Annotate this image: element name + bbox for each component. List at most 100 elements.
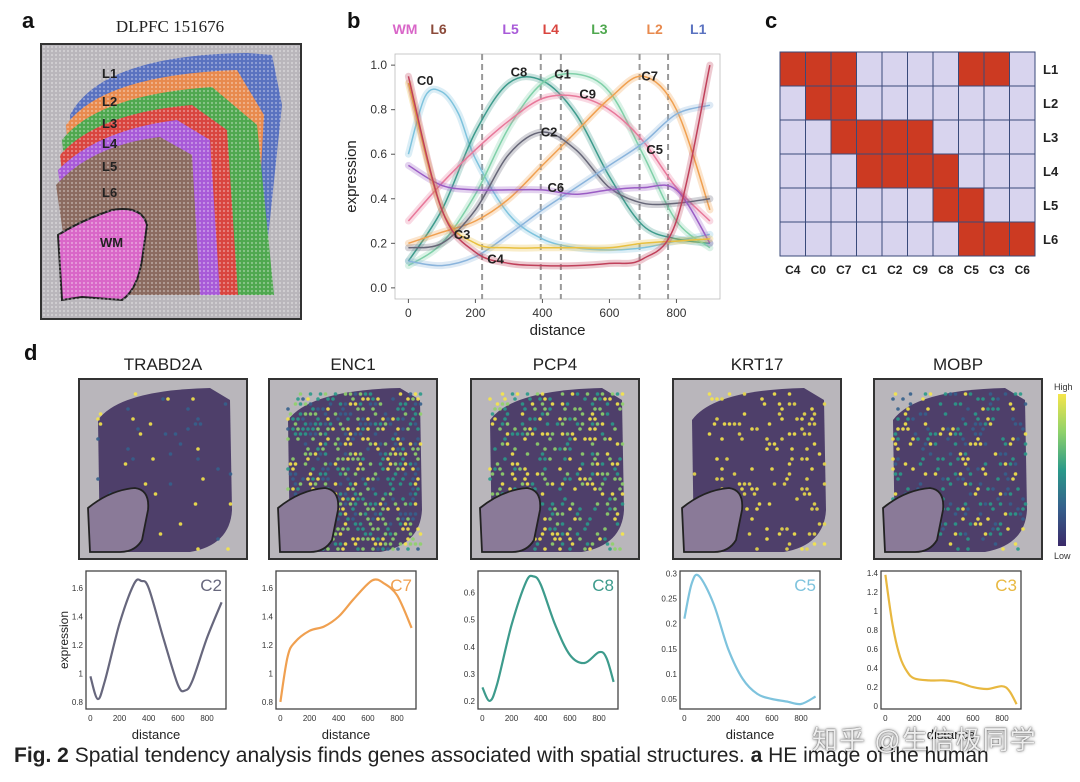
spot (765, 447, 769, 451)
spot (336, 457, 340, 461)
spot (510, 452, 515, 456)
spot (966, 507, 970, 511)
spot (321, 477, 325, 481)
spot (343, 412, 348, 416)
spot (343, 492, 348, 496)
spot (398, 402, 403, 406)
spot (363, 512, 368, 516)
spot (715, 417, 719, 421)
spot (1016, 437, 1020, 441)
spot (720, 437, 724, 441)
spot (805, 487, 809, 491)
spot (1016, 507, 1020, 511)
y-axis-label: expression (343, 140, 360, 213)
spot (366, 507, 370, 511)
spot (386, 547, 390, 551)
caption-rest: HE image of the human (768, 744, 989, 767)
spot (371, 547, 375, 551)
spot (288, 472, 293, 476)
spot (968, 522, 973, 526)
spot (358, 452, 363, 456)
x-tick-label: 800 (390, 714, 404, 723)
spot (543, 457, 547, 461)
spot (921, 447, 925, 451)
y-tick-label: 0.2 (867, 683, 879, 692)
spot (393, 472, 398, 476)
y-tick-label: 1.2 (72, 641, 84, 650)
spot (416, 487, 420, 491)
spot (316, 397, 320, 401)
spot (795, 417, 799, 421)
heatmap-cell (779, 119, 806, 155)
spot (543, 467, 547, 471)
spot (777, 402, 782, 406)
spot (787, 402, 792, 406)
spot (560, 402, 565, 406)
spot (593, 507, 597, 511)
heatmap-cell (881, 85, 908, 121)
spot (331, 427, 335, 431)
row-label-L6: L6 (1043, 232, 1058, 247)
spot (293, 472, 298, 476)
spot (613, 517, 617, 521)
spot (343, 442, 348, 446)
heatmap-cell (856, 51, 883, 87)
spot (158, 532, 163, 536)
y-tick-label: 1.4 (72, 613, 84, 622)
spot (578, 537, 582, 541)
spot (615, 402, 620, 406)
series-line-C0 (407, 88, 711, 251)
heatmap-cell (907, 153, 934, 189)
caption-panel-a: a (750, 744, 763, 767)
spot (802, 432, 807, 436)
spot (505, 422, 510, 426)
spot (346, 497, 350, 501)
spot (570, 392, 575, 396)
col-label-C4: C4 (785, 263, 801, 277)
spot (727, 392, 732, 396)
heatmap-cell (830, 51, 857, 87)
spot (226, 547, 230, 551)
spot (403, 502, 408, 506)
spot (371, 527, 375, 531)
spot (338, 542, 343, 546)
spot (958, 432, 963, 436)
spot (168, 452, 173, 456)
spot (938, 432, 943, 436)
figure-caption: Fig. 2 Spatial tendency analysis finds g… (14, 744, 989, 768)
spot (595, 392, 600, 396)
heatmap-cell (856, 153, 883, 189)
spot (401, 527, 405, 531)
spot (326, 467, 330, 471)
spot (762, 402, 767, 406)
gene-line-chart-MOBP: 0 200 400 600 800 0 0.2 0.4 0.6 0.8 1 1.2 1.4 C3 dista… (867, 569, 1022, 742)
spot (817, 522, 822, 526)
spot (555, 422, 560, 426)
spot (408, 392, 413, 396)
spot (620, 442, 625, 446)
spot (376, 477, 380, 481)
spot (336, 547, 340, 551)
spot (381, 507, 385, 511)
spot (136, 427, 140, 431)
spot (983, 532, 988, 536)
spot (376, 397, 380, 401)
spot (361, 527, 365, 531)
spot (311, 477, 315, 481)
spot (903, 462, 908, 466)
spot (938, 402, 943, 406)
spot (605, 452, 610, 456)
spot (908, 402, 913, 406)
spot (413, 492, 418, 496)
spot (510, 472, 515, 476)
spot (620, 502, 625, 506)
spot (388, 462, 393, 466)
spot (378, 402, 383, 406)
spot (573, 407, 577, 411)
spot (545, 412, 550, 416)
spot (196, 547, 200, 551)
spot (568, 547, 572, 551)
spot (603, 437, 607, 441)
spot (313, 432, 318, 436)
spot (1013, 392, 1018, 396)
